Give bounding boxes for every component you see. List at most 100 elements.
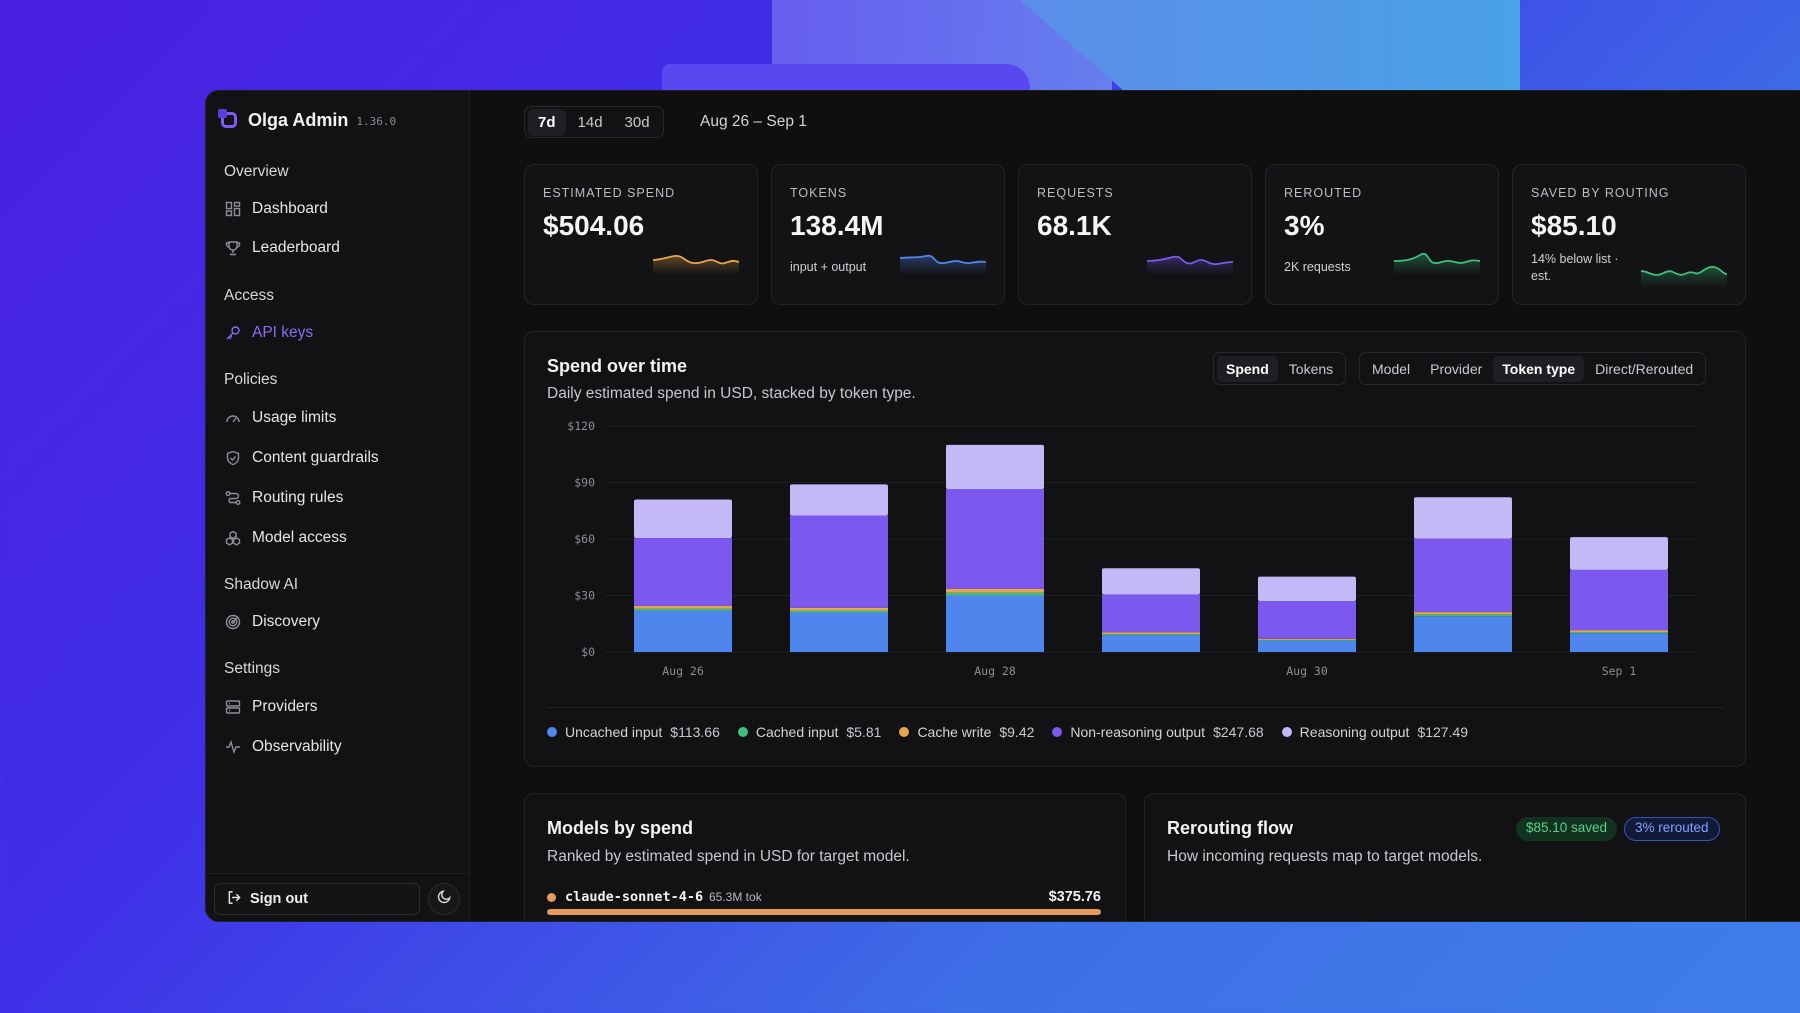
bar-segment — [1414, 497, 1512, 539]
stat-card-requests: REQUESTS 68.1K — [1018, 164, 1252, 305]
legend-item[interactable]: Cache write $9.42 — [899, 724, 1034, 740]
sidebar-item-label: Model access — [252, 529, 347, 546]
panel-title: Spend over time — [547, 356, 688, 376]
dashboard-icon — [224, 200, 242, 218]
bar-segment — [790, 515, 888, 608]
panel-title: Rerouting flow — [1167, 818, 1293, 838]
spend-chart: $0 $30 $60 $90 $120 Aug 26 Aug 28 Aug 30 Sep 1 — [567, 419, 1697, 678]
theme-toggle-button[interactable] — [428, 883, 460, 915]
legend-dot — [1052, 727, 1063, 737]
legend-item[interactable]: Non-reasoning output $247.68 — [1052, 724, 1264, 740]
models-by-spend-panel: Models by spend Ranked by estimated spen… — [524, 793, 1126, 921]
legend-value: $5.81 — [846, 724, 882, 740]
bar-segment — [634, 538, 732, 606]
group-toggle: Model Provider Token type Direct/Reroute… — [1359, 352, 1707, 385]
bar-segment — [1258, 601, 1356, 639]
stat-value: $504.06 — [543, 210, 645, 241]
stat-label: SAVED BY ROUTING — [1531, 186, 1670, 200]
stat-value: 68.1K — [1037, 210, 1112, 241]
model-color-dot — [547, 893, 556, 902]
bar-segment — [946, 489, 1044, 589]
x-tick-label: Aug 30 — [1286, 664, 1328, 678]
moon-icon — [437, 889, 452, 909]
legend-item[interactable]: Uncached input $113.66 — [547, 724, 720, 740]
sidebar-item-providers[interactable]: Providers — [224, 693, 454, 721]
sign-out-label: Sign out — [250, 891, 308, 907]
stat-sub: 14% below list · est. — [1531, 252, 1619, 283]
bar-segment — [1258, 576, 1356, 602]
sidebar-item-model-access[interactable]: Model access — [224, 524, 454, 552]
legend-value: $127.49 — [1417, 724, 1469, 740]
sparkline — [1394, 252, 1480, 275]
stat-card-spend: ESTIMATED SPEND $504.06 — [524, 164, 758, 305]
legend-item[interactable]: Reasoning output $127.49 — [1281, 724, 1469, 740]
sign-out-button[interactable]: Sign out — [214, 883, 420, 915]
metric-tab-spend[interactable]: Spend — [1217, 355, 1278, 382]
bar-segment — [1414, 614, 1512, 617]
y-tick-label: $90 — [574, 476, 595, 490]
section-settings: Settings — [224, 660, 281, 677]
range-tabs: 7d 14d 30d — [524, 106, 664, 138]
group-tab-direct-rerouted[interactable]: Direct/Rerouted — [1595, 360, 1694, 377]
section-overview: Overview — [224, 163, 289, 180]
stat-sub: 2K requests — [1284, 260, 1351, 274]
metric-tab-tokens[interactable]: Tokens — [1288, 360, 1334, 377]
bar-segment — [1102, 594, 1200, 633]
sidebar-item-routing-rules[interactable]: Routing rules — [224, 484, 454, 512]
sidebar-item-label: Content guardrails — [252, 449, 379, 466]
spend-over-time-panel: Spend over time Daily estimated spend in… — [524, 331, 1746, 767]
range-tab-30d[interactable]: 30d — [624, 113, 650, 131]
legend-item[interactable]: Cached input $5.81 — [737, 724, 882, 740]
group-tab-model[interactable]: Model — [1372, 360, 1411, 377]
stat-label: TOKENS — [790, 186, 848, 200]
bar-segment — [946, 592, 1044, 596]
legend-label: Uncached input — [565, 724, 663, 740]
section-shadow-ai: Shadow AI — [224, 576, 299, 593]
sidebar-item-label: Providers — [252, 698, 318, 715]
group-tab-token-type[interactable]: Token type — [1493, 355, 1585, 382]
range-tab-7d[interactable]: 7d — [528, 108, 566, 136]
bar-segment — [1258, 639, 1356, 641]
sidebar-item-content-guardrails[interactable]: Content guardrails — [224, 444, 454, 472]
sparkline — [1641, 265, 1727, 287]
panel-title: Models by spend — [547, 818, 694, 838]
stat-card-saved: SAVED BY ROUTING $85.10 14% below list ·… — [1512, 164, 1746, 305]
bar-segment — [1414, 612, 1512, 615]
stat-value: $85.10 — [1531, 210, 1617, 241]
bar-segment — [1570, 632, 1668, 634]
stat-value: 138.4M — [790, 210, 884, 241]
legend-dot — [547, 727, 557, 737]
app-version: 1.36.0 — [356, 115, 397, 128]
sidebar-item-api-keys[interactable]: API keys — [224, 319, 454, 347]
sidebar-item-usage-limits[interactable]: Usage limits — [224, 404, 454, 432]
group-tab-provider[interactable]: Provider — [1430, 360, 1483, 377]
panel-subtitle: Daily estimated spend in USD, stacked by… — [547, 385, 916, 402]
bar-segment — [634, 610, 732, 652]
stat-sub: input + output — [790, 260, 867, 274]
sparkline — [900, 254, 986, 275]
sidebar-item-dashboard[interactable]: Dashboard — [224, 195, 454, 223]
range-tab-14d[interactable]: 14d — [577, 113, 603, 131]
model-cost: $375.76 — [1048, 889, 1101, 905]
shield-icon — [224, 449, 242, 467]
bar-segment — [1414, 616, 1512, 652]
bar-segment — [946, 588, 1044, 593]
bar-segment — [1258, 640, 1356, 652]
stat-value: 3% — [1284, 210, 1325, 241]
sidebar-item-leaderboard[interactable]: Leaderboard — [224, 234, 454, 262]
stat-label: ESTIMATED SPEND — [543, 186, 676, 200]
bar-segment — [634, 605, 732, 609]
y-tick-label: $60 — [574, 532, 595, 546]
legend-label: Reasoning output — [1299, 724, 1410, 740]
server-icon — [224, 698, 242, 716]
sidebar-item-label: Observability — [252, 738, 342, 755]
brand[interactable]: Olga Admin 1.36.0 — [218, 109, 396, 131]
bar-segment — [1258, 638, 1356, 640]
y-tick-label: $0 — [581, 645, 595, 659]
y-tick-label: $30 — [574, 589, 595, 603]
cubes-icon — [224, 529, 242, 547]
sidebar-item-observability[interactable]: Observability — [224, 733, 454, 761]
sparkline — [1147, 255, 1233, 275]
key-icon — [224, 324, 242, 342]
sidebar-item-discovery[interactable]: Discovery — [224, 608, 454, 636]
